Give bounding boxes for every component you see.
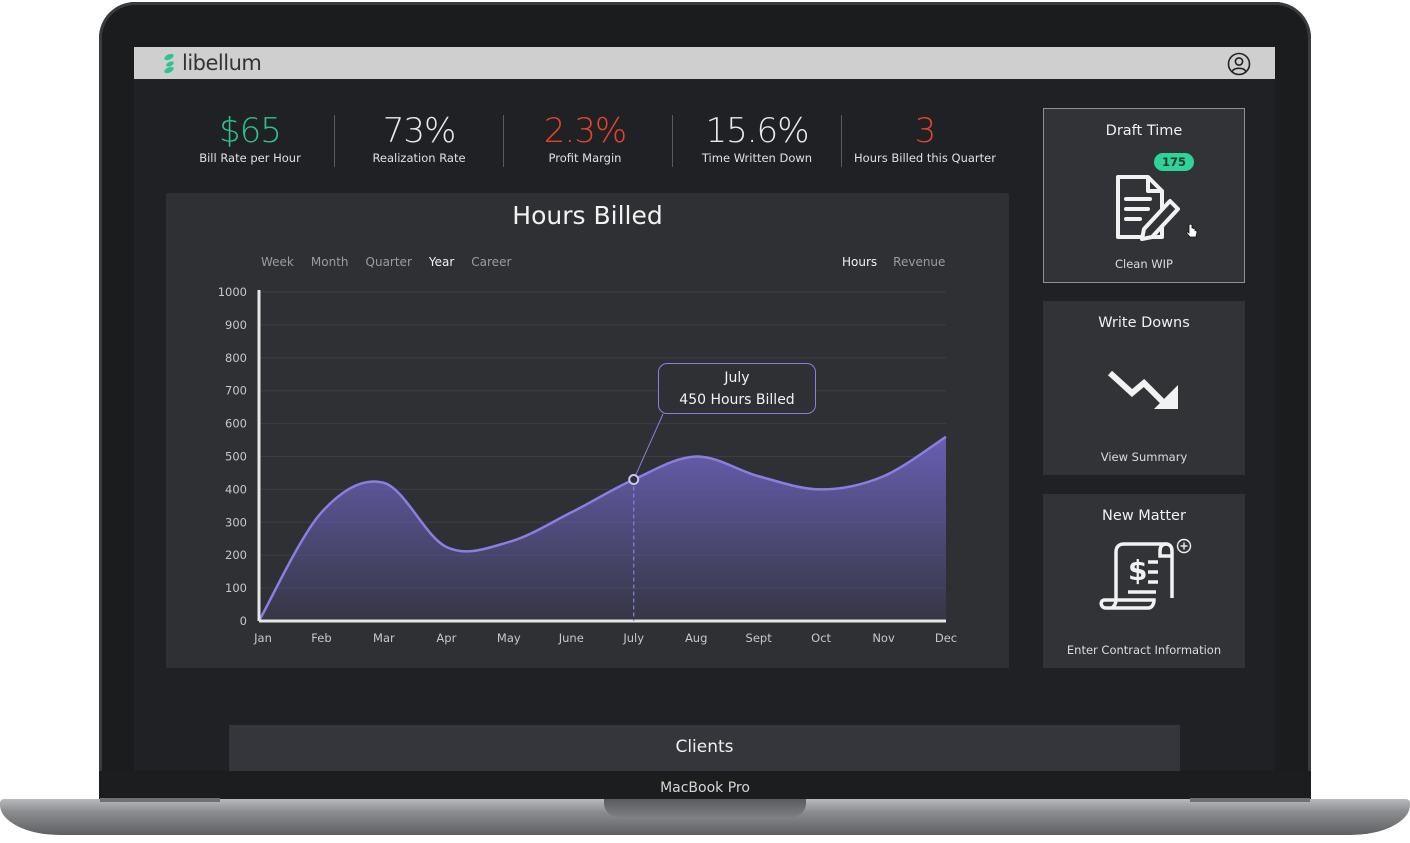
card-subtitle: View Summary: [1100, 450, 1188, 464]
y-tick-label: 500: [225, 450, 247, 464]
y-tick-label: 300: [225, 515, 247, 529]
y-tick-label: 600: [225, 417, 247, 431]
stat-label: Time Written Down: [701, 151, 813, 165]
tab-week[interactable]: Week: [261, 255, 294, 269]
tab-career[interactable]: Career: [471, 255, 512, 269]
hours-billed-panel: Hours Billed Week Month Quarter Year Car…: [166, 193, 1009, 668]
x-tick-label: May: [497, 631, 521, 645]
tooltip-value: 450 Hours Billed: [679, 392, 795, 408]
x-tick-label: July: [622, 631, 644, 645]
y-tick-label: 1000: [218, 285, 247, 299]
series-area: [259, 436, 946, 621]
x-tick-label: June: [558, 631, 584, 645]
y-tick-label: 800: [225, 351, 247, 365]
contract-scroll-icon: $: [1099, 538, 1192, 610]
stat-hours-billed-quarter: 3 Hours Billed this Quarter: [847, 109, 1003, 165]
stat-time-written-down: 15.6% Time Written Down: [692, 109, 822, 165]
stat-profit-margin: 2.3% Profit Margin: [525, 109, 645, 165]
x-tick-label: Sept: [746, 631, 773, 645]
stat-realization-rate: 73% Realization Rate: [359, 109, 479, 165]
metric-tabs: Hours Revenue: [842, 255, 961, 269]
tooltip-month: July: [724, 370, 750, 386]
tab-quarter[interactable]: Quarter: [365, 255, 412, 269]
brand-name: libellum: [182, 51, 262, 75]
stat-label: Bill Rate per Hour: [199, 151, 301, 165]
user-account-icon[interactable]: [1227, 52, 1251, 76]
laptop-notch: [604, 799, 806, 817]
stat-bill-rate: $65 Bill Rate per Hour: [190, 109, 310, 165]
pointer-cursor-icon: [1186, 224, 1198, 238]
stat-label: Profit Margin: [548, 151, 622, 165]
series-line: [257, 435, 947, 622]
tab-revenue[interactable]: Revenue: [893, 255, 946, 269]
tooltip-connector: [633, 413, 664, 480]
hours-billed-chart: 0 100 200 300 400 500 600 700 800 900 1000 Jan Feb Ma…: [218, 285, 957, 645]
y-tick-label: 100: [225, 581, 247, 595]
y-tick-label: 200: [225, 548, 247, 562]
stat-label: Realization Rate: [372, 151, 466, 165]
stat-value: 3: [914, 111, 937, 151]
svg-text:$: $: [1128, 554, 1147, 587]
highlight-point: [628, 474, 640, 486]
stat-divider: [672, 115, 673, 167]
y-tick-label: 400: [225, 482, 247, 496]
x-tick-label: Apr: [436, 631, 456, 645]
brand-logo[interactable]: libellum: [162, 51, 262, 75]
stat-divider: [503, 115, 504, 167]
x-tick-label: Aug: [685, 631, 707, 645]
x-tick-label: Jan: [253, 631, 272, 645]
chart-tooltip: July 450 Hours Billed: [658, 363, 816, 414]
stat-value: $65: [219, 111, 282, 151]
tab-hours[interactable]: Hours: [842, 255, 878, 269]
x-tick-label: Dec: [935, 631, 957, 645]
app-screen: libellum $65 Bill Rate per Hour 73% Real…: [134, 47, 1275, 771]
tab-year[interactable]: Year: [428, 255, 455, 269]
x-tick-label: Mar: [373, 631, 395, 645]
x-tick-label: Oct: [811, 631, 831, 645]
stat-divider: [334, 115, 335, 167]
stat-divider: [841, 115, 842, 167]
draft-document-icon: [1116, 175, 1180, 241]
stat-label: Hours Billed this Quarter: [854, 151, 996, 165]
screen-bezel: [99, 771, 1311, 802]
new-matter-card[interactable]: New Matter $ Enter Contract Information: [1043, 494, 1245, 668]
write-downs-card[interactable]: Write Downs View Summary: [1043, 301, 1245, 475]
trend-down-arrow-icon: [1107, 370, 1178, 409]
card-title: Draft Time: [1105, 123, 1183, 139]
card-title: New Matter: [1102, 508, 1186, 524]
clients-title: Clients: [675, 737, 734, 757]
y-tick-label: 700: [225, 384, 247, 398]
tab-month[interactable]: Month: [310, 255, 349, 269]
hinge-right: [1190, 798, 1310, 802]
chart-title: Hours Billed: [512, 201, 663, 230]
y-tick-label: 900: [225, 318, 247, 332]
card-subtitle: Enter Contract Information: [1066, 643, 1222, 657]
clients-section[interactable]: Clients: [229, 725, 1180, 771]
stat-value: 15.6%: [705, 111, 809, 151]
stat-value: 73%: [382, 111, 457, 151]
device-label: MacBook Pro: [660, 780, 750, 796]
card-subtitle: Clean WIP: [1115, 257, 1173, 271]
hinge-left: [100, 798, 220, 802]
period-tabs: Week Month Quarter Year Career: [261, 255, 528, 269]
card-title: Write Downs: [1098, 315, 1190, 331]
wip-count-badge: 175: [1154, 153, 1194, 171]
leaf-logo-icon: [164, 53, 174, 74]
stat-value: 2.3%: [543, 111, 627, 151]
top-bar: libellum: [134, 47, 1275, 79]
y-tick-label: 0: [240, 614, 247, 628]
draft-time-card[interactable]: Draft Time 175 Clean WIP: [1043, 108, 1245, 283]
x-tick-label: Feb: [311, 631, 331, 645]
x-tick-label: Nov: [872, 631, 895, 645]
